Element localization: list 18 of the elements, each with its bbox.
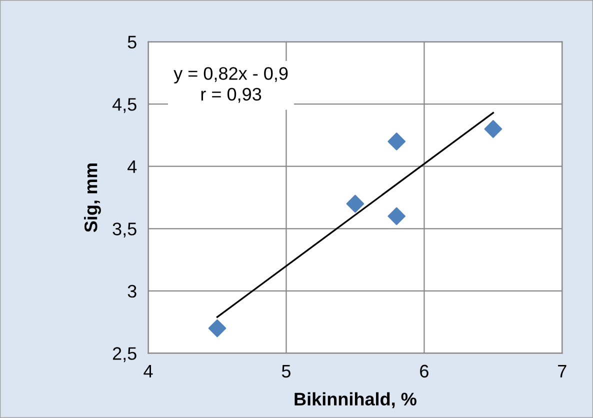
point <box>346 194 364 213</box>
x-tick-label: 5 <box>282 364 290 378</box>
annotation: y = 0,82x - 0,9 r = 0,93 <box>174 67 288 103</box>
y-tick-label: 3 <box>128 284 136 298</box>
y-axis-title: Sig, mm <box>84 164 101 232</box>
point <box>388 132 406 150</box>
x-axis-title: Bikinnihald, % <box>294 392 416 408</box>
x-tick-label: 7 <box>558 364 566 378</box>
y-tick-label: 4,5 <box>112 98 136 113</box>
y-tick-label: 4 <box>128 160 137 173</box>
y-tick-label: 3,5 <box>112 222 136 238</box>
point <box>208 319 226 338</box>
y-tick-label: 5 <box>128 36 136 49</box>
x-tick-label: 6 <box>420 364 428 378</box>
point <box>484 120 502 138</box>
x-tick-label: 4 <box>144 364 153 378</box>
point <box>388 207 406 226</box>
y-tick-label: 2,5 <box>112 347 136 362</box>
